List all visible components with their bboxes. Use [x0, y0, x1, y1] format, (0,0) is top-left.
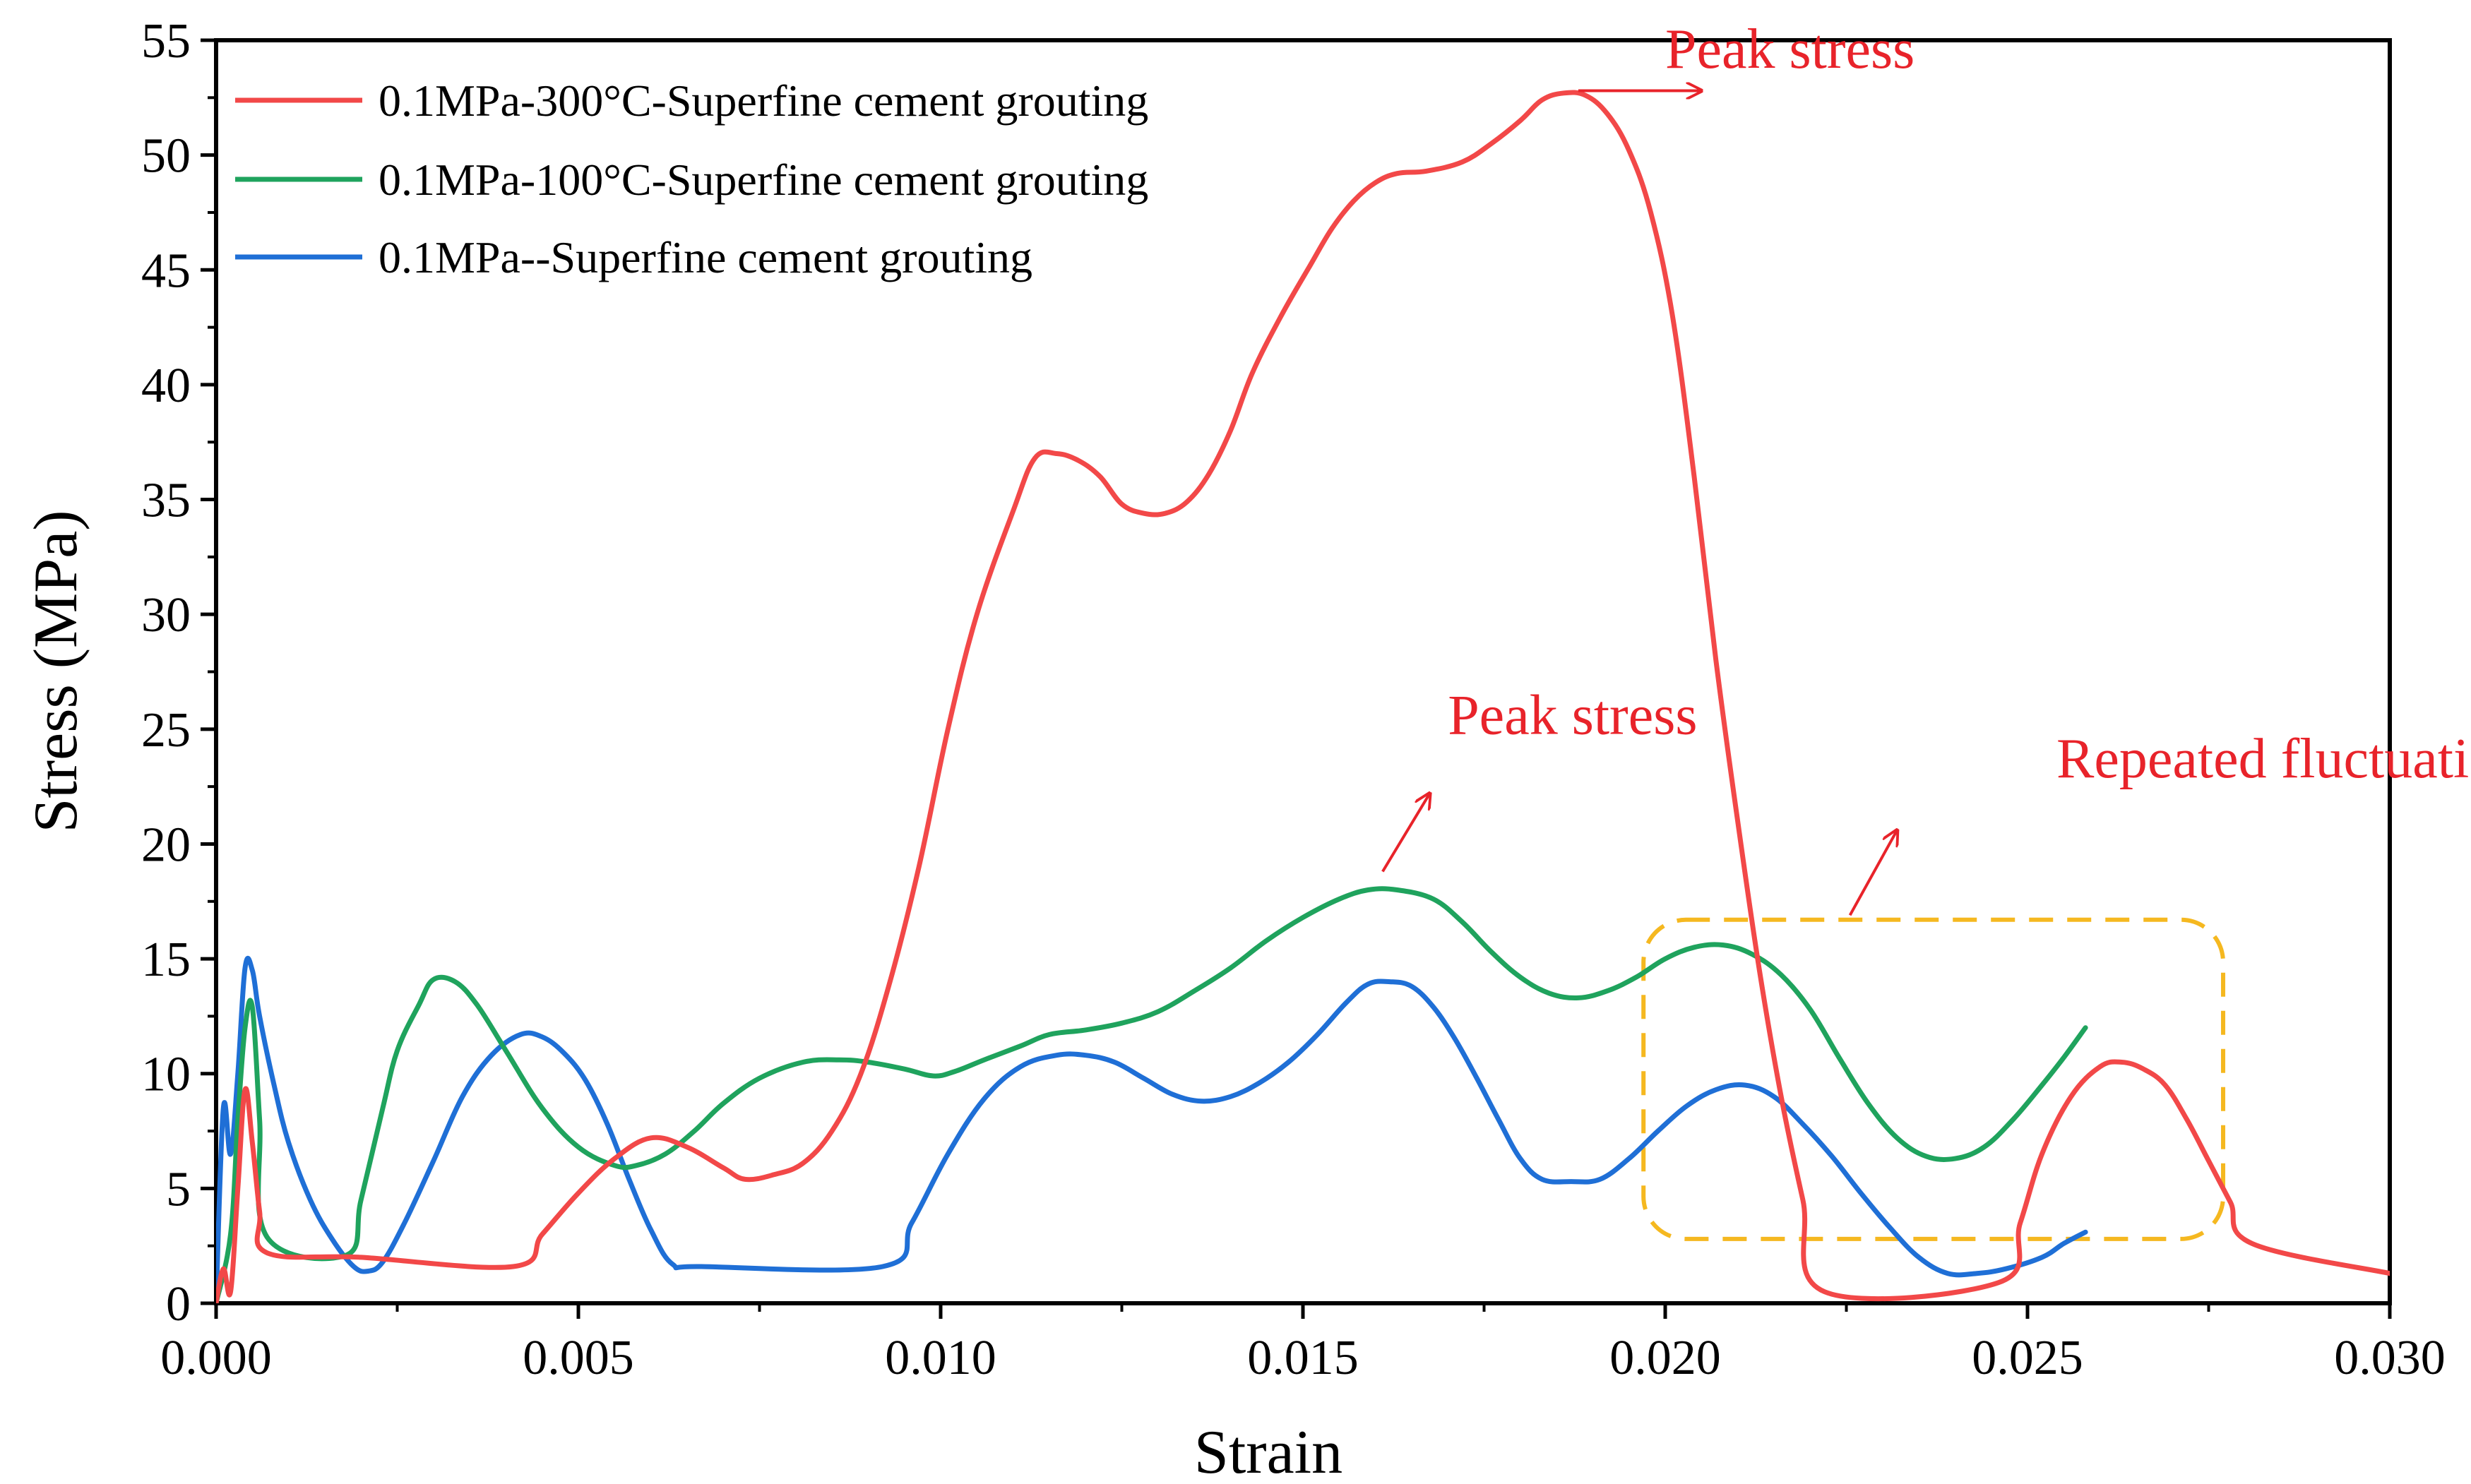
y-tick-label: 15: [141, 933, 191, 987]
y-axis: 0 5 10 15 20 25 30 35 40 45 50 55: [141, 14, 216, 1332]
y-tick-label: 50: [141, 129, 191, 184]
x-tick-label: 0.030: [2334, 1331, 2446, 1385]
y-tick-label: 25: [141, 703, 191, 758]
annotations: Peak stress Peak stress Repeated fluctuati…: [1381, 18, 2471, 916]
x-tick-label: 0.020: [1609, 1331, 1721, 1385]
y-tick-label: 0: [166, 1277, 191, 1332]
y-tick-label: 35: [141, 474, 191, 528]
series-line-300c: [216, 90, 2390, 1303]
annotation-peak-stress-100c: Peak stress: [1448, 684, 1697, 746]
x-tick-label: 0.015: [1247, 1331, 1359, 1385]
y-tick-label: 30: [141, 588, 191, 642]
x-tick-label: 0.025: [1972, 1331, 2083, 1385]
annotation-arrow-fluctuations: [1848, 830, 1898, 916]
y-tick-label: 55: [141, 14, 191, 68]
y-tick-label: 5: [166, 1162, 191, 1216]
series-group: [216, 90, 2390, 1303]
highlight-region: [1641, 917, 2226, 1241]
x-tick-label: 0.000: [160, 1331, 272, 1385]
series-line-room-temp: [216, 955, 2088, 1303]
x-axis: 0.000 0.005 0.010 0.015 0.020 0.025 0.030: [160, 1303, 2446, 1385]
legend-label-room-temp: 0.1MPa--Superfine cement grouting: [379, 232, 1032, 282]
y-tick-label: 40: [141, 359, 191, 413]
y-tick-label: 10: [141, 1048, 191, 1102]
annotation-arrow-peak-100c: [1381, 794, 1430, 873]
x-tick-label: 0.010: [885, 1331, 996, 1385]
plot-frame: [214, 38, 2392, 1305]
annotation-repeated-fluctuations: Repeated fluctuations: [2056, 728, 2471, 790]
legend-label-300c: 0.1MPa-300°C-Superfine cement grouting: [379, 76, 1148, 126]
y-tick-label: 45: [141, 244, 191, 298]
fluctuation-highlight-box: [1641, 917, 2226, 1241]
legend-label-100c: 0.1MPa-100°C-Superfine cement grouting: [379, 155, 1148, 205]
y-tick-label: 20: [141, 818, 191, 872]
annotation-peak-stress-300c: Peak stress: [1665, 18, 1915, 80]
series-line-100c: [216, 886, 2088, 1303]
x-tick-label: 0.005: [523, 1331, 634, 1385]
y-axis-title: Stress (MPa): [22, 510, 90, 832]
x-axis-title: Strain: [1194, 1418, 1342, 1484]
legend: 0.1MPa-300°C-Superfine cement grouting 0…: [235, 76, 1148, 282]
